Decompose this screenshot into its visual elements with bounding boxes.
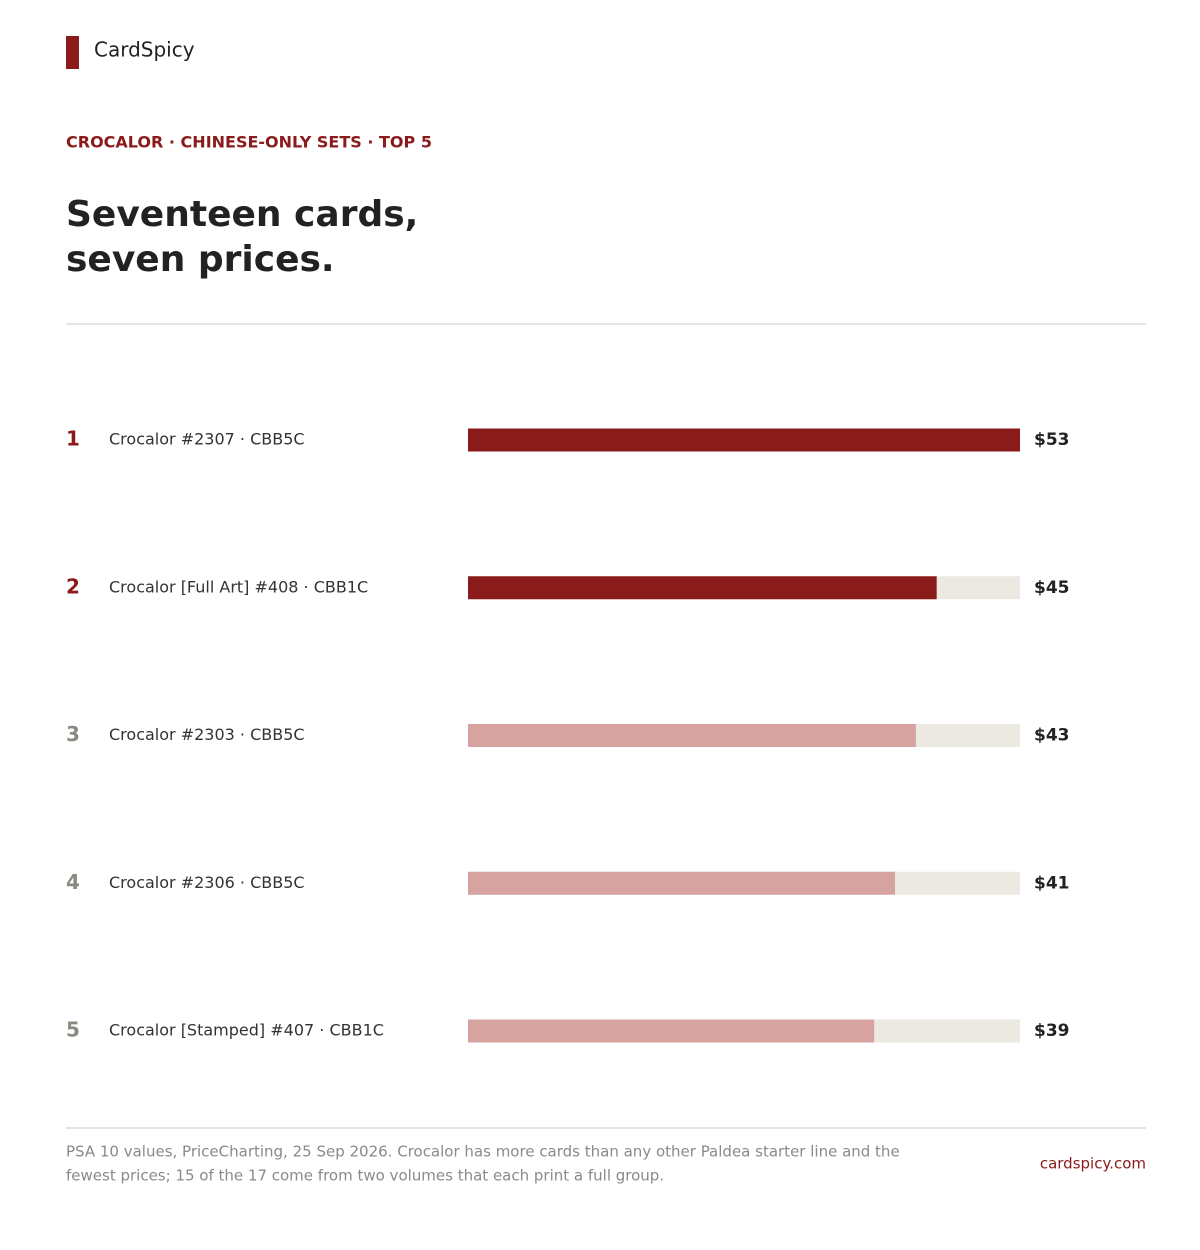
bar <box>468 1019 875 1043</box>
site-link[interactable]: cardspicy.com <box>1040 1155 1146 1173</box>
rank: 1 <box>66 427 80 451</box>
footnote: fewest prices; 15 of the 17 come from tw… <box>66 1167 664 1185</box>
bar <box>468 724 916 747</box>
category-label: Crocalor #2307 · CBB5C <box>109 430 305 449</box>
rank: 2 <box>66 574 80 598</box>
value-label: $41 <box>1034 873 1070 893</box>
title: seven prices. <box>66 239 335 280</box>
rank: 3 <box>66 722 80 746</box>
bar <box>468 871 896 895</box>
rank: 4 <box>66 870 80 894</box>
category-label: Crocalor [Stamped] #407 · CBB1C <box>109 1021 384 1040</box>
bar <box>468 428 1020 452</box>
value-label: $39 <box>1034 1021 1070 1041</box>
brand: CardSpicy <box>94 38 195 62</box>
kicker: CROCALOR · CHINESE-ONLY SETS · TOP 5 <box>66 133 432 152</box>
category-label: Crocalor #2303 · CBB5C <box>109 725 305 744</box>
category-label: Crocalor [Full Art] #408 · CBB1C <box>109 577 368 596</box>
value-label: $43 <box>1034 726 1070 746</box>
category-label: Crocalor #2306 · CBB5C <box>109 873 305 892</box>
rank: 5 <box>66 1018 80 1042</box>
brand-mark <box>66 36 79 69</box>
bar <box>468 576 937 600</box>
title: Seventeen cards, <box>66 194 418 235</box>
value-label: $45 <box>1034 578 1070 598</box>
footnote: PSA 10 values, PriceCharting, 25 Sep 202… <box>66 1143 900 1161</box>
value-label: $53 <box>1034 430 1070 450</box>
